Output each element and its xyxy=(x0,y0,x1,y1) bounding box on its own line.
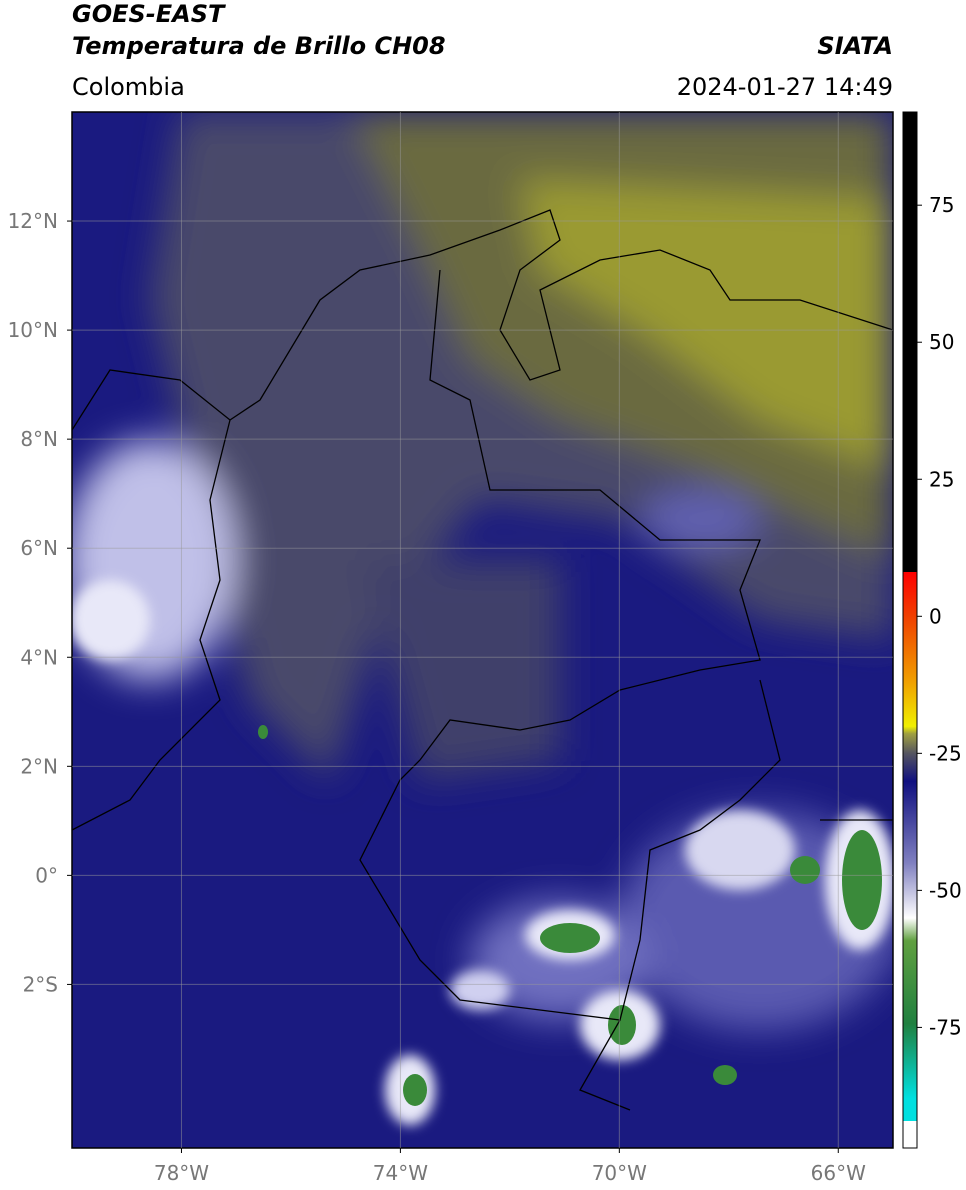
lat-tick-label: 10°N xyxy=(8,318,58,342)
colorbar-tick-label: -75 xyxy=(929,1015,962,1039)
lon-tick-label: 74°W xyxy=(373,1161,428,1185)
region: Colombia xyxy=(72,73,185,101)
colorbar-tick-label: 0 xyxy=(929,604,942,628)
lon-tick-label: 66°W xyxy=(811,1161,866,1185)
title: GOES-EAST xyxy=(72,0,226,28)
lat-tick-label: 12°N xyxy=(8,209,58,233)
colorbar-tick-label: -25 xyxy=(929,741,962,765)
colorbar-tick-label: -50 xyxy=(929,878,962,902)
colorbar-tick-label: 25 xyxy=(929,467,954,491)
satellite-image xyxy=(72,112,893,1148)
datetime: 2024-01-27 14:49 xyxy=(677,73,893,101)
colorbar xyxy=(902,111,918,1149)
lat-tick-label: 6°N xyxy=(20,536,58,560)
map-frame xyxy=(71,111,894,1149)
subtitle: Temperatura de Brillo CH08 xyxy=(72,32,446,60)
lon-tick-label: 78°W xyxy=(154,1161,209,1185)
colorbar-tick-label: 50 xyxy=(929,330,954,354)
colorbar-tick-label: 75 xyxy=(929,193,954,217)
lon-tick-label: 70°W xyxy=(592,1161,647,1185)
source: SIATA xyxy=(817,32,893,60)
lat-tick-label: 2°N xyxy=(20,754,58,778)
lat-tick-label: 8°N xyxy=(20,427,58,451)
lat-tick-label: 2°S xyxy=(23,972,58,996)
lat-tick-label: 4°N xyxy=(20,645,58,669)
lat-tick-label: 0° xyxy=(35,863,58,887)
